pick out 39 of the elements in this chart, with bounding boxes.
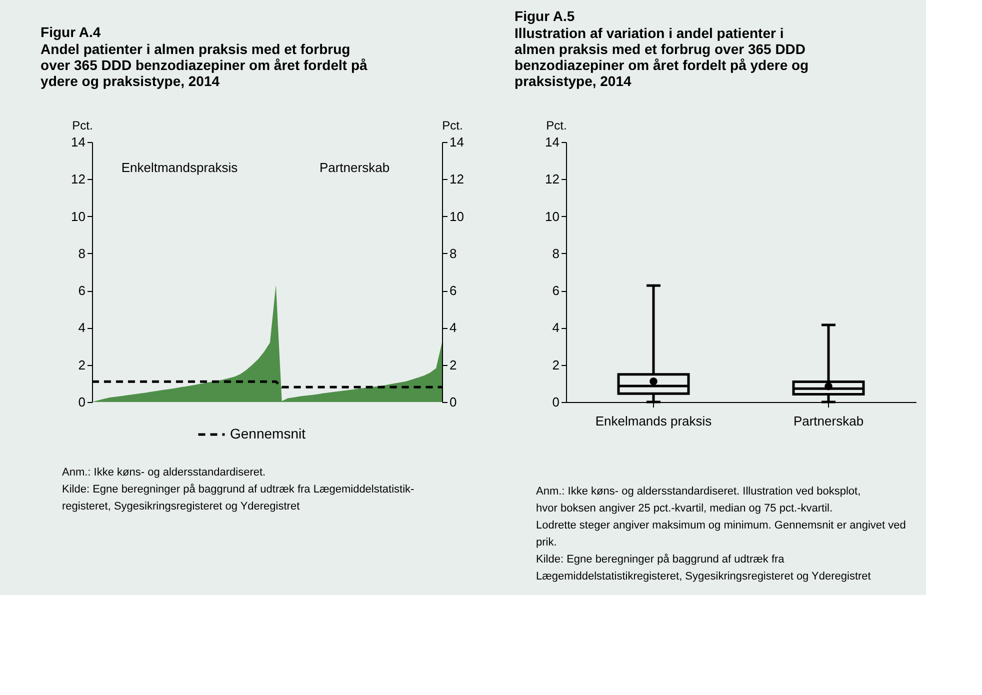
- y-tick-label: 4: [552, 320, 560, 336]
- y-tick-label: 12: [71, 172, 86, 187]
- y2-tick-label: 12: [450, 172, 464, 187]
- y-tick-label: 0: [552, 394, 560, 410]
- legend-label: Gennemsnit: [230, 426, 306, 442]
- y-tick-label: 14: [71, 134, 86, 150]
- y2-tick-label: 0: [450, 394, 457, 410]
- y-tick-label: 10: [71, 208, 86, 224]
- y2-tick-label: 10: [450, 208, 464, 224]
- chart-title: Figur A.4: [40, 24, 101, 40]
- text: Anm.: Ikke køns- og aldersstandardiseret. Illustration ved boksplot, hvor boksen angiver 25 pct.-kvartil, median og 75 pct.-kvartil. Lodrette steger angiver maksimum og minimum. Gennemsnit er angivet ved prik.: [536, 486, 906, 548]
- y-tick-label: 12: [545, 172, 560, 187]
- y2-axis-title: Pct.: [442, 118, 463, 132]
- text: Kilde: Egne beregninger på baggrund af udtræk fra Lægemiddelstatistik-registeret, Sygesikringsregisteret og Yderegistret: [62, 484, 415, 512]
- chart-title: Figur A.5: [514, 8, 575, 24]
- y2-tick-label: 14: [450, 134, 464, 150]
- annotation: Enkeltmandspraksis: [121, 160, 238, 175]
- y-tick-label: 2: [552, 357, 560, 372]
- y2-tick-label: 2: [450, 357, 457, 372]
- y-axis-title: Pct.: [72, 118, 93, 132]
- chart-subtitle: Andel patienter i almen praksis med et forbrug over 365 DDD benzodiazepiner om året fordelt på ydere og praksistype, 2014: [40, 41, 368, 89]
- y-tick-label: 6: [78, 283, 86, 298]
- y2-tick-label: 8: [450, 246, 457, 261]
- y-tick-label: 0: [78, 394, 86, 410]
- y-tick-label: 6: [552, 283, 560, 298]
- text: Kilde: Egne beregninger på baggrund af udtræk fra Lægemiddelstatistikregisteret, Sygesikringsregisteret og Yderegistret: [536, 554, 871, 582]
- y-tick-label: 10: [545, 208, 560, 224]
- y-tick-label: 2: [78, 357, 86, 372]
- y2-tick-label: 4: [450, 320, 457, 336]
- y-tick-label: 8: [78, 246, 86, 261]
- annotation: Partnerskab: [319, 160, 390, 175]
- text: Anm.: Ikke køns- og aldersstandardiseret.: [62, 466, 266, 478]
- y-tick-label: 4: [78, 320, 86, 336]
- y-tick-label: 8: [552, 246, 560, 261]
- x-tick-label: Enkelmands praksis: [595, 414, 712, 428]
- y2-tick-label: 6: [450, 283, 457, 298]
- y-tick-label: 14: [545, 134, 560, 150]
- chart-subtitle: Illustration af variation i andel patienter i almen praksis med et forbrug over 365 DDD benzodiazepiner om året fordelt på ydere og praksistype, 2014: [514, 25, 809, 89]
- y-axis-title: Pct.: [546, 118, 567, 132]
